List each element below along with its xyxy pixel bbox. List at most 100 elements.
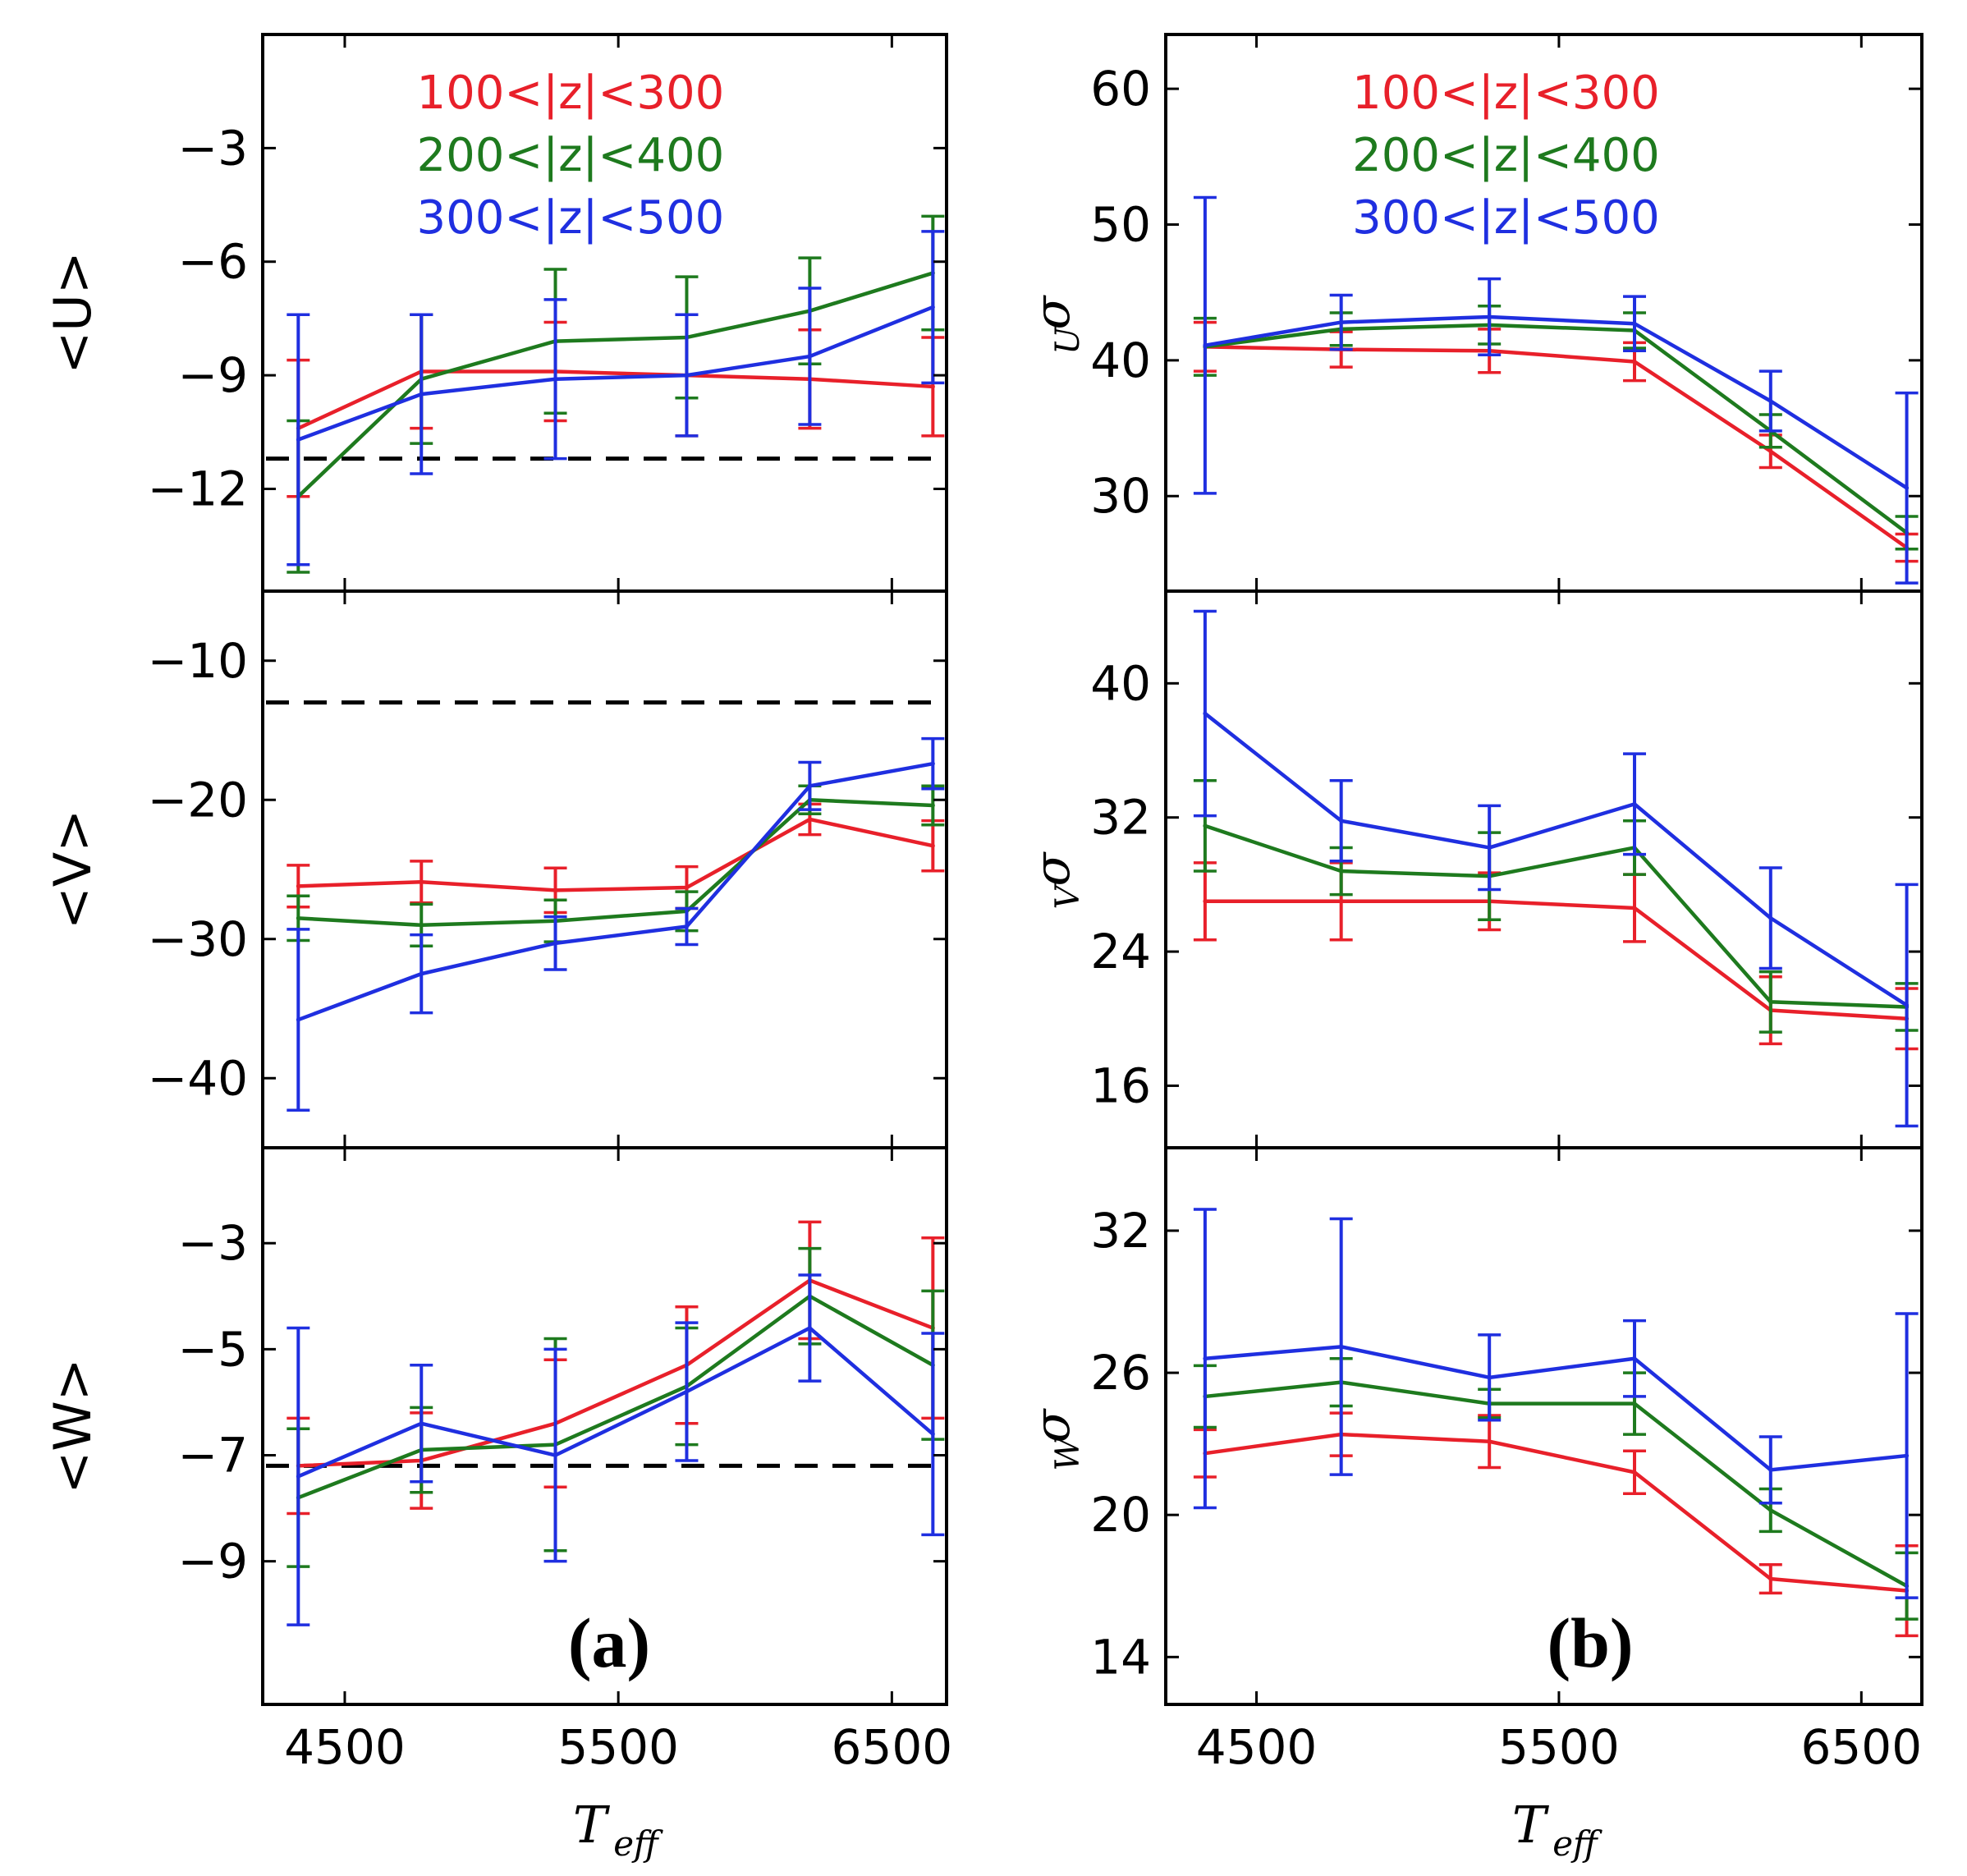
- data-point: [1339, 320, 1344, 325]
- data-point: [1768, 915, 1773, 920]
- legend: 100<|z|<300 200<|z|<400 300<|z|<500: [1352, 67, 1660, 245]
- series-3: [287, 1273, 945, 1626]
- data-point: [930, 1432, 935, 1437]
- data-point: [1203, 899, 1208, 904]
- series-line: [298, 798, 933, 928]
- series-line: [296, 271, 934, 498]
- data-point: [1768, 999, 1773, 1004]
- x-tick-label: 5500: [1498, 1719, 1620, 1775]
- series-line: [297, 305, 934, 442]
- data-point: [1632, 801, 1637, 806]
- data-point: [1632, 360, 1637, 365]
- data-point: [296, 1017, 300, 1022]
- data-point: [1487, 845, 1492, 850]
- data-point: [807, 783, 812, 788]
- data-point: [419, 923, 424, 928]
- data-point: [1339, 899, 1344, 904]
- series-3: [287, 736, 945, 1112]
- series-line: [297, 1326, 934, 1479]
- data-point: [1487, 1375, 1492, 1380]
- y-tick-label: 40: [1090, 333, 1151, 388]
- series-line: [297, 761, 933, 1022]
- data-point: [296, 915, 300, 920]
- panel-label-b: (b): [1547, 1603, 1633, 1682]
- y-tick-label: 50: [1090, 197, 1151, 253]
- data-point: [684, 885, 689, 890]
- data-point: [553, 941, 558, 946]
- y-tick-label: 30: [1090, 468, 1151, 524]
- y-tick-label: −3: [178, 1215, 249, 1271]
- series-line: [1204, 314, 1908, 490]
- x-tick-label: 5500: [557, 1719, 679, 1775]
- y-axis-label: <U>: [43, 251, 103, 374]
- y-tick-label: 20: [1090, 1487, 1151, 1543]
- y-tick-label: −12: [148, 461, 248, 516]
- data-point: [296, 1474, 300, 1479]
- legend: 100<|z|<300 200<|z|<400 300<|z|<500: [416, 67, 724, 245]
- y-tick-label: 32: [1090, 790, 1151, 846]
- x-tick-label: 4500: [284, 1719, 406, 1775]
- data-point: [1632, 1356, 1637, 1361]
- series-line: [297, 369, 933, 430]
- data-point: [930, 803, 935, 808]
- data-point: [1339, 1344, 1344, 1349]
- legend-entry: 100<|z|<300: [1352, 67, 1660, 120]
- data-point: [930, 761, 935, 766]
- y-tick-label: −7: [178, 1428, 249, 1484]
- data-point: [1632, 1470, 1637, 1475]
- legend-entry: 300<|z|<500: [416, 191, 724, 245]
- data-point: [1632, 906, 1637, 910]
- y-axis-label-subscript: W: [1049, 1435, 1087, 1471]
- data-point: [807, 354, 812, 359]
- series-3: [1193, 609, 1919, 1128]
- data-point: [930, 384, 935, 389]
- data-point: [807, 1326, 812, 1331]
- data-point: [1339, 869, 1344, 874]
- axes-frame: [1164, 1146, 1923, 1706]
- y-tick-label: 24: [1090, 924, 1151, 979]
- y-tick-label: 26: [1090, 1345, 1151, 1401]
- legend-entry: 200<|z|<400: [416, 129, 724, 182]
- legend-entry: 100<|z|<300: [416, 67, 724, 120]
- data-point: [684, 924, 689, 929]
- data-point: [1487, 314, 1492, 319]
- data-point: [419, 971, 424, 976]
- y-axis-label: σ: [1024, 294, 1081, 329]
- y-axis-label: <W>: [43, 1358, 103, 1493]
- y-axis-label: σ: [1024, 1407, 1081, 1443]
- y-tick-label: 60: [1090, 61, 1151, 117]
- data-point: [1768, 398, 1773, 403]
- y-tick-label: −5: [178, 1321, 249, 1377]
- data-point: [1203, 711, 1208, 716]
- series-3: [1193, 1208, 1919, 1599]
- y-tick-label: −40: [148, 1050, 248, 1106]
- series-line: [1204, 345, 1908, 549]
- y-tick-label: −9: [178, 1534, 249, 1589]
- data-point: [553, 1453, 558, 1458]
- data-point: [1339, 819, 1344, 823]
- data-point: [1768, 1576, 1773, 1581]
- x-axis-label: T: [573, 1795, 611, 1855]
- y-tick-label: 16: [1090, 1057, 1151, 1113]
- y-tick-label: −3: [178, 120, 249, 176]
- panel-a-bottom: −3 −5 −7 −9 4500 5500 6500 T eff <W>: [43, 1146, 952, 1864]
- panel-a-top: −3 −6 −9 −12 <U> 100<|z|<300 200<|z|<400 300<|z…: [43, 33, 948, 593]
- series-3: [287, 230, 945, 566]
- data-point: [1768, 1507, 1773, 1512]
- data-point: [1768, 449, 1773, 454]
- series-line: [298, 817, 933, 892]
- data-point: [419, 392, 424, 397]
- series-line: [298, 1278, 934, 1468]
- data-point: [1905, 485, 1910, 490]
- data-point: [1768, 1467, 1773, 1472]
- data-point: [1905, 1002, 1910, 1007]
- data-point: [296, 883, 300, 888]
- series-3: [1193, 195, 1919, 585]
- data-point: [684, 373, 689, 378]
- y-tick-label: −30: [148, 911, 248, 967]
- data-point: [1905, 1453, 1910, 1458]
- data-point: [419, 879, 424, 884]
- panels: −3 −6 −9 −12 <U> 100<|z|<300 200<|z|<400 300<|z…: [43, 33, 1923, 1864]
- axes-frame: [261, 1146, 948, 1706]
